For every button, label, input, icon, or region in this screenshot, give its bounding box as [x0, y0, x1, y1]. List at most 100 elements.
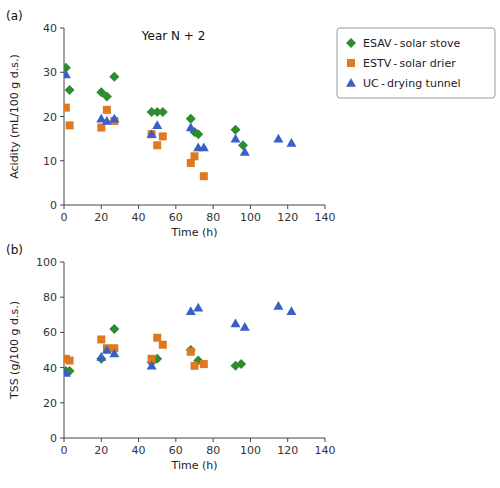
- y-tick: [60, 205, 64, 206]
- point: [109, 349, 119, 358]
- point: [102, 116, 112, 125]
- point: [102, 345, 112, 354]
- x-tick: [325, 438, 326, 442]
- x-tick: [101, 438, 102, 442]
- point: [286, 138, 296, 147]
- point: [64, 69, 71, 78]
- x-tick-label: 40: [132, 211, 146, 224]
- y-tick: [60, 438, 64, 439]
- x-tick: [250, 205, 251, 209]
- point: [109, 114, 119, 123]
- x-tick: [213, 205, 214, 209]
- y-tick: [60, 297, 64, 298]
- x-tick-label: 0: [61, 444, 68, 457]
- point: [240, 322, 250, 331]
- y-tick-label: 100: [36, 256, 57, 269]
- legend-label: ESAV - solar stove: [363, 37, 460, 50]
- x-tick-label: 100: [240, 444, 261, 457]
- x-tick-label: 100: [240, 211, 261, 224]
- point: [191, 152, 199, 160]
- legend-marker: [346, 78, 356, 87]
- point: [286, 306, 296, 315]
- point: [186, 114, 196, 124]
- point: [200, 360, 208, 368]
- y-tick: [60, 160, 64, 161]
- y-tick: [60, 28, 64, 29]
- x-tick-label: 120: [277, 444, 298, 457]
- y-tick: [60, 332, 64, 333]
- series: [64, 104, 208, 181]
- y-tick-label: 0: [50, 199, 57, 212]
- point: [103, 106, 111, 114]
- x-tick: [175, 438, 176, 442]
- legend-label: UC - drying tunnel: [363, 77, 461, 90]
- point: [231, 125, 241, 135]
- y-tick: [60, 367, 64, 368]
- point: [191, 362, 199, 370]
- x-tick: [175, 205, 176, 209]
- y-tick: [60, 262, 64, 263]
- point: [186, 345, 196, 355]
- point: [199, 142, 209, 151]
- y-axis-label: TSS (g/100 g d.s.): [8, 301, 21, 400]
- x-tick: [287, 205, 288, 209]
- y-tick-label: 40: [43, 22, 57, 35]
- x-tick: [101, 205, 102, 209]
- y-axis: [64, 262, 65, 438]
- legend-marker: [347, 59, 355, 67]
- x-axis-label: Time (h): [171, 459, 218, 472]
- point: [65, 85, 75, 95]
- x-tick-label: 0: [61, 211, 68, 224]
- series: [64, 63, 248, 150]
- panel-label: (b): [6, 243, 23, 257]
- x-tick-label: 140: [315, 211, 336, 224]
- series: [64, 334, 208, 370]
- x-tick-label: 120: [277, 211, 298, 224]
- series: [64, 69, 296, 155]
- point: [148, 130, 156, 138]
- title: Year N + 2: [141, 29, 206, 43]
- point: [193, 303, 203, 312]
- y-tick: [60, 402, 64, 403]
- point: [153, 141, 161, 149]
- point: [200, 172, 208, 180]
- point: [64, 104, 70, 112]
- legend-marker: [346, 38, 356, 48]
- point: [66, 357, 74, 365]
- series: [64, 301, 296, 377]
- point: [66, 121, 74, 129]
- point: [97, 124, 105, 132]
- y-tick-label: 40: [43, 362, 57, 375]
- x-tick-label: 40: [132, 444, 146, 457]
- y-tick-label: 10: [43, 155, 57, 168]
- chart: 020406080100120140010203040Time (h)Acidi…: [0, 0, 500, 488]
- point: [231, 134, 241, 143]
- point: [273, 301, 283, 310]
- point: [231, 319, 241, 328]
- x-tick: [213, 438, 214, 442]
- x-tick-label: 80: [206, 444, 220, 457]
- x-tick: [325, 205, 326, 209]
- legend-box: [337, 28, 495, 98]
- point: [186, 123, 196, 132]
- x-tick: [138, 205, 139, 209]
- point: [273, 134, 283, 143]
- series: [64, 324, 246, 376]
- panel: 020406080100120140010203040Time (h)Acidi…: [6, 9, 336, 239]
- point: [147, 129, 157, 138]
- y-tick-label: 20: [43, 111, 57, 124]
- x-axis: [64, 205, 325, 206]
- y-tick-label: 30: [43, 66, 57, 79]
- y-tick-label: 60: [43, 326, 57, 339]
- point: [152, 120, 162, 129]
- point: [159, 341, 167, 349]
- x-tick: [138, 438, 139, 442]
- panel-label: (a): [6, 9, 23, 23]
- point: [159, 132, 167, 140]
- y-tick-label: 0: [50, 432, 57, 445]
- point: [158, 107, 168, 117]
- points: [64, 301, 296, 377]
- legend: ESAV - solar stoveESTV - solar drierUC -…: [337, 28, 495, 98]
- x-tick-label: 20: [94, 211, 108, 224]
- point: [97, 335, 105, 343]
